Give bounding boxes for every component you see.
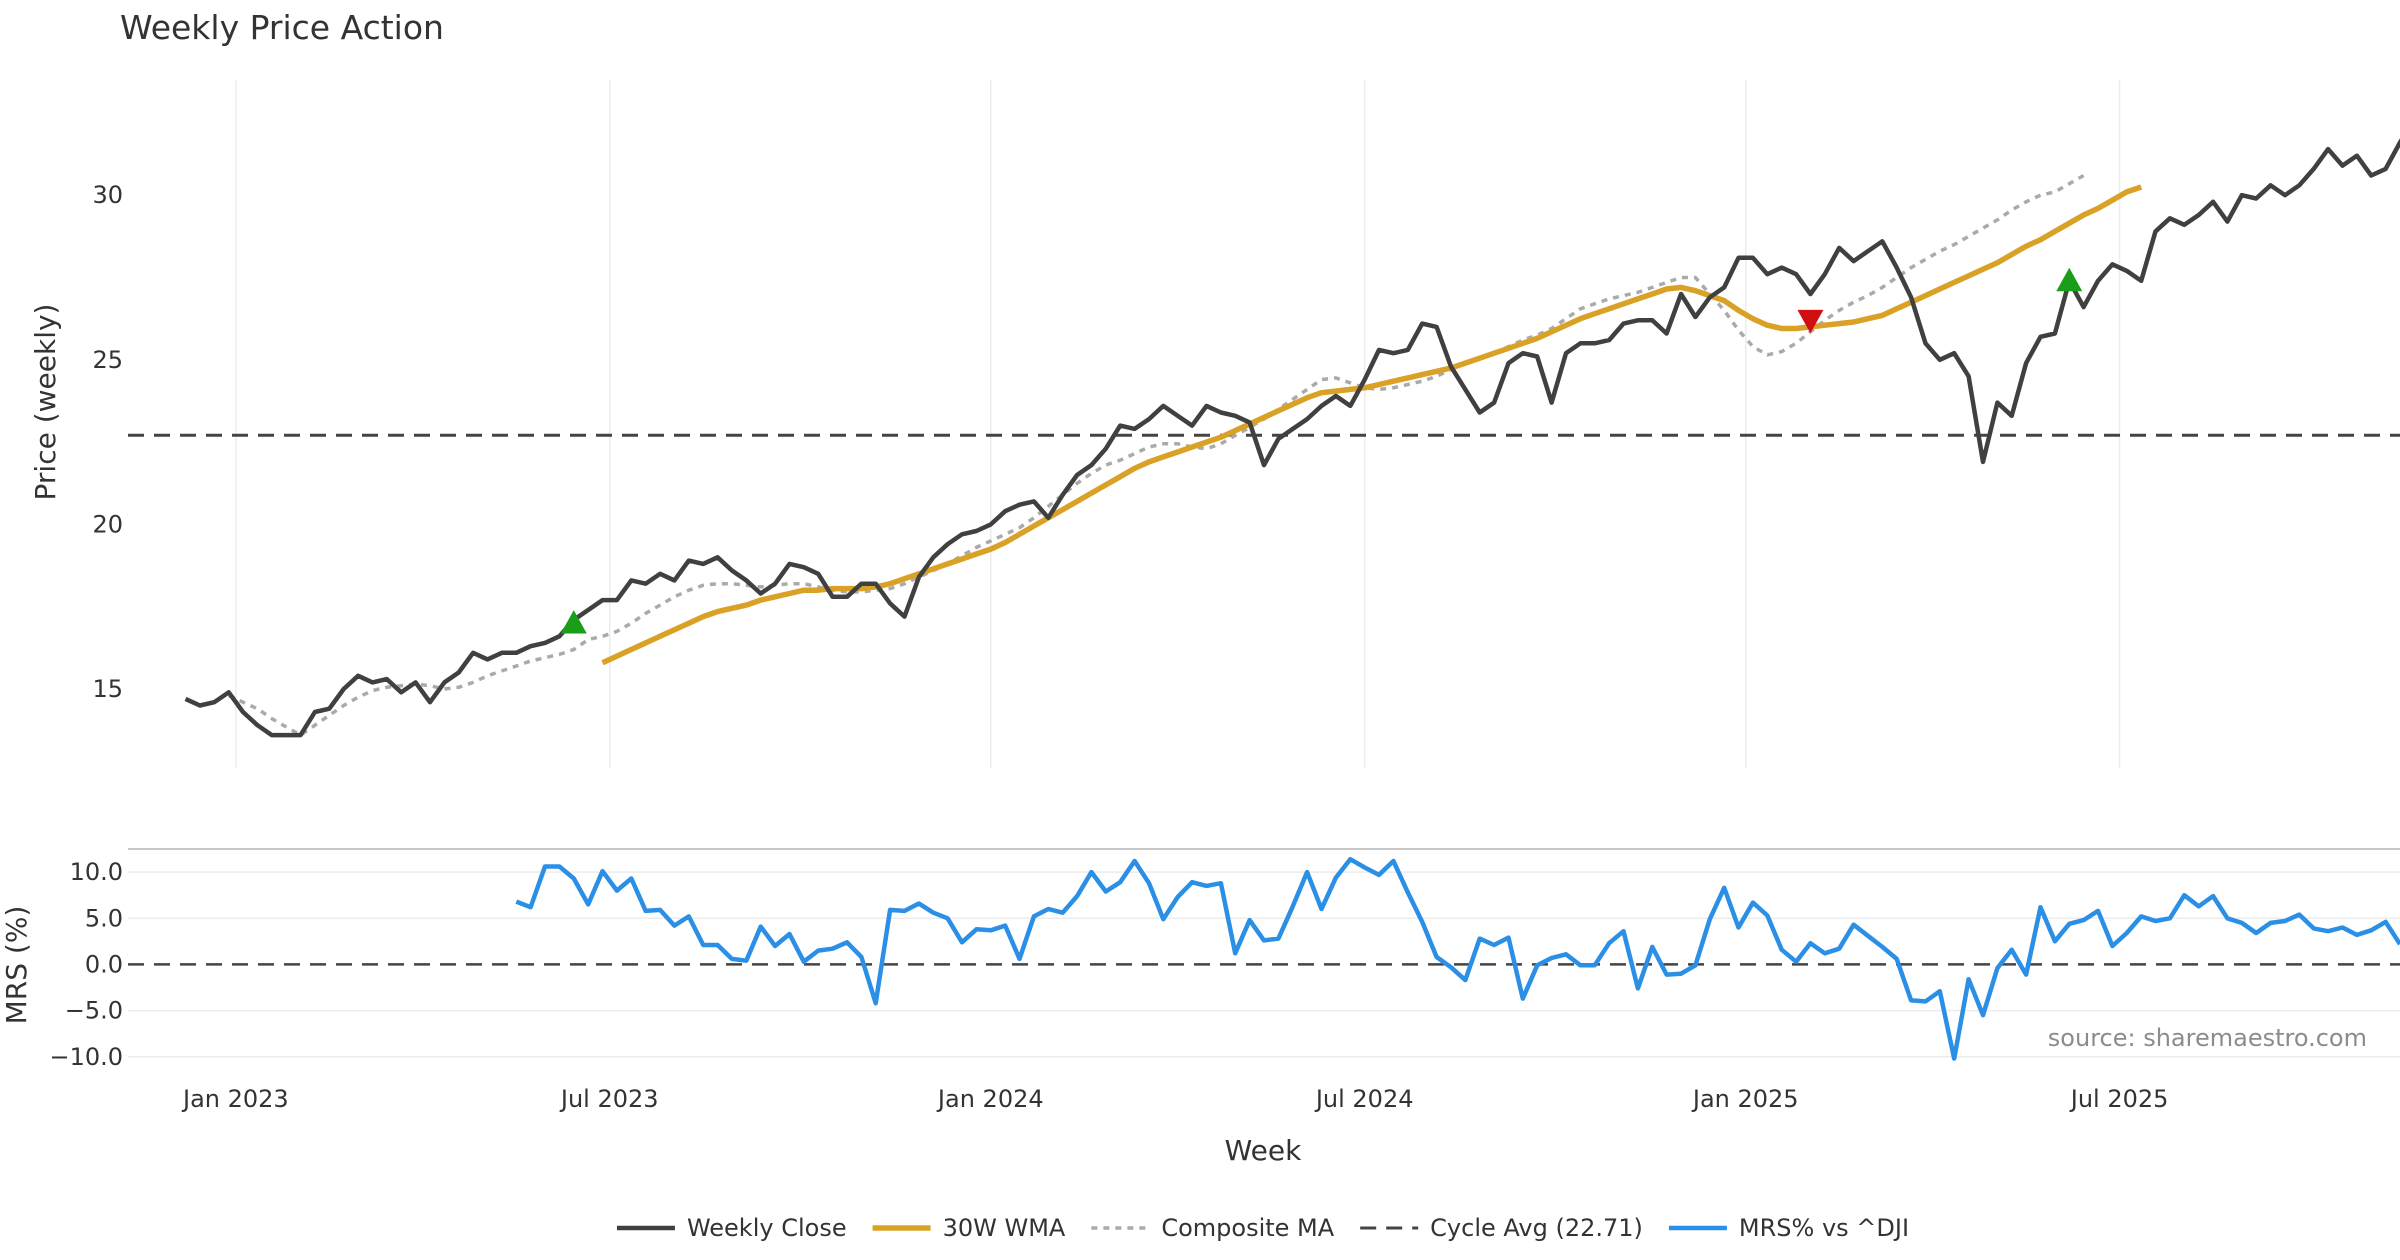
mrs-gridlines <box>128 871 2400 1058</box>
weekly-close-line <box>184 138 2400 738</box>
legend-label: 30W WMA <box>943 1214 1066 1242</box>
mrs-y-tick: 10.0 <box>70 858 123 886</box>
x-tick-label: Jul 2024 <box>1314 1085 1414 1113</box>
sell-signal-marker <box>1797 309 1824 334</box>
wma-30w-line <box>601 184 2143 666</box>
price-y-axis-label: Price (weekly) <box>29 304 62 501</box>
x-tick-label: Jan 2025 <box>1691 1085 1799 1113</box>
legend-label: Cycle Avg (22.71) <box>1430 1214 1643 1242</box>
composite-ma-line <box>227 173 2085 737</box>
price-y-tick: 20 <box>92 510 123 538</box>
x-tick-label: Jul 2025 <box>2069 1085 2169 1113</box>
legend-label: Weekly Close <box>687 1214 847 1242</box>
legend-item: MRS% vs ^DJI <box>1668 1214 1909 1242</box>
x-tick-label: Jan 2024 <box>936 1085 1044 1113</box>
mrs-y-axis-label: MRS (%) <box>0 906 33 1025</box>
mrs-y-tick: −5.0 <box>65 997 123 1025</box>
price-y-tick: 15 <box>92 675 123 703</box>
buy-signal-marker <box>2056 267 2083 292</box>
mrs-y-tick: 5.0 <box>85 904 123 932</box>
price-y-tick: 30 <box>92 181 123 209</box>
mrs-line <box>515 856 2400 1061</box>
x-axis-label: Week <box>1225 1134 1302 1167</box>
price-series-group <box>184 138 2400 738</box>
chart-title: Weekly Price Action <box>120 8 444 47</box>
signal-markers <box>560 267 2083 634</box>
buy-signal-marker <box>560 610 587 634</box>
mrs-y-tick: −10.0 <box>49 1043 123 1071</box>
x-tick-labels: Jan 2023 Jul 2023 Jan 2024 Jul 2024 Jan 2025… <box>181 1085 2168 1113</box>
price-gridlines <box>235 80 2121 768</box>
legend: Weekly Close 30W WMA Composite MA Cycle Avg… <box>616 1214 1909 1242</box>
mrs-y-tick: 0.0 <box>85 950 123 978</box>
mrs-y-tick-labels: 10.0 5.0 0.0 −5.0 −10.0 <box>49 858 123 1071</box>
price-y-tick: 25 <box>92 346 123 374</box>
legend-label: MRS% vs ^DJI <box>1739 1214 1909 1242</box>
price-y-tick-labels: 15 20 25 30 <box>92 181 123 703</box>
source-note: source: sharemaestro.com <box>2048 1024 2367 1052</box>
legend-item: Weekly Close <box>616 1214 847 1242</box>
x-tick-label: Jan 2023 <box>181 1085 289 1113</box>
mrs-series-group <box>515 856 2400 1061</box>
legend-item: 30W WMA <box>872 1214 1066 1242</box>
legend-label: Composite MA <box>1161 1214 1334 1242</box>
mrs-panel: 10.0 5.0 0.0 −5.0 −10.0 MRS (%) source: shar… <box>0 848 2400 1071</box>
price-panel: 15 20 25 30 Price (weekly) <box>29 80 2400 768</box>
legend-item: Composite MA <box>1091 1214 1335 1242</box>
legend-item: Cycle Avg (22.71) <box>1360 1214 1643 1242</box>
x-tick-label: Jul 2023 <box>559 1085 659 1113</box>
